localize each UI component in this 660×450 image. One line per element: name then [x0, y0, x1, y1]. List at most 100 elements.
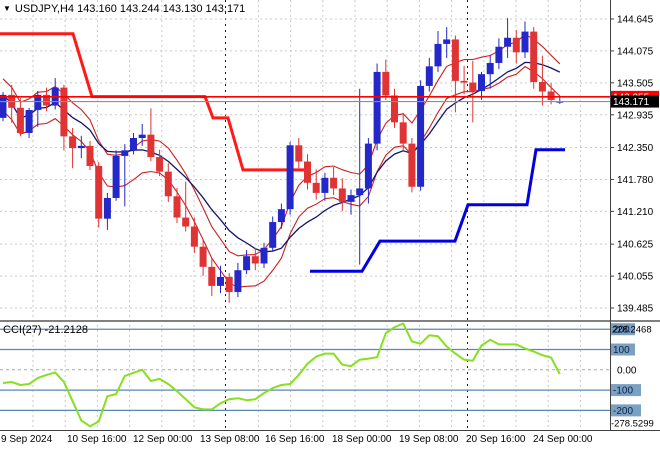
cci-line: [2, 322, 561, 428]
candle-up: [521, 31, 529, 53]
time-axis-label[interactable]: 13 Sep 08:00: [200, 434, 260, 445]
candle-down: [538, 82, 546, 92]
price-axis-label[interactable]: 140.625: [617, 240, 654, 251]
candle-up: [260, 247, 268, 264]
candle-down: [469, 82, 477, 91]
time-axis-label[interactable]: 19 Sep 08:00: [399, 434, 459, 445]
trend-down-step-line: [0, 32, 307, 172]
time-axis-label[interactable]: 24 Sep 00:00: [533, 434, 593, 445]
candle-up: [103, 197, 111, 219]
candle-up: [217, 276, 224, 286]
candle-up: [356, 188, 364, 196]
candle-up: [0, 94, 7, 118]
candle-down: [147, 134, 155, 158]
candle-up: [34, 94, 42, 111]
candle-down: [43, 94, 50, 106]
candle-down: [547, 91, 555, 100]
price-tag-current: [611, 95, 659, 108]
price-axis-label[interactable]: 144.075: [617, 46, 654, 57]
candle-down: [164, 171, 172, 197]
cci-zero-label: 0.00: [617, 365, 637, 376]
candle-up: [77, 145, 85, 149]
candle-down: [173, 196, 181, 218]
candle-up: [373, 71, 381, 144]
candle-up: [25, 110, 33, 133]
candle-down: [391, 95, 398, 123]
candle-down: [190, 226, 198, 247]
cci-level-label: -200: [613, 406, 633, 417]
candle-up: [495, 46, 503, 63]
time-axis-label[interactable]: 16 Sep 16:00: [265, 434, 325, 445]
price-axis-label[interactable]: 142.935: [617, 110, 654, 121]
candle-down: [95, 166, 103, 219]
candle-up: [130, 138, 137, 151]
price-axis-label[interactable]: 140.055: [617, 272, 654, 283]
candle-down: [382, 71, 390, 96]
price-axis-label[interactable]: 142.350: [617, 143, 654, 154]
candle-up: [243, 256, 251, 271]
candle-down: [295, 145, 303, 162]
candle-down: [312, 182, 320, 193]
candle-up: [347, 195, 355, 202]
price-axis-label[interactable]: 141.210: [617, 207, 654, 218]
candle-up: [286, 145, 294, 210]
candle-down: [512, 37, 520, 53]
candle-up: [121, 150, 129, 156]
candle-up: [504, 37, 512, 47]
candle-up: [443, 39, 451, 44]
candle-up: [138, 134, 146, 139]
candle-down: [338, 188, 346, 202]
candle-down: [251, 256, 259, 264]
price-axis-label[interactable]: 141.780: [617, 175, 654, 186]
candle-up: [417, 85, 425, 187]
cci-level-tag: [611, 323, 635, 336]
candle-down: [408, 143, 416, 187]
candle-down: [199, 246, 207, 267]
candle-up: [486, 62, 494, 75]
candle-up: [234, 270, 242, 293]
candle-up: [364, 143, 372, 189]
time-axis-label[interactable]: 18 Sep 00:00: [332, 434, 392, 445]
time-axis-label[interactable]: 10 Sep 16:00: [67, 434, 127, 445]
price-tag-current-label: 143.171: [613, 97, 650, 108]
candle-down: [304, 161, 311, 183]
cci-level-tag: [611, 404, 641, 417]
time-axis-label[interactable]: 9 Sep 2024: [1, 434, 53, 445]
candle-down: [330, 177, 338, 189]
candle-down: [225, 276, 233, 293]
time-axis-label[interactable]: 20 Sep 16:00: [466, 434, 526, 445]
candle-down: [60, 87, 68, 137]
candle-down: [451, 39, 459, 81]
candle-up: [269, 222, 277, 248]
symbol-ohlc-title: USDJPY,H4 143.160 143.244 143.130 143.17…: [14, 3, 246, 15]
candle-up: [434, 43, 442, 67]
price-axis-label[interactable]: 144.645: [617, 15, 654, 26]
price-axis-label[interactable]: 139.485: [617, 304, 654, 315]
symbol-dropdown-icon[interactable]: ▼: [3, 4, 11, 13]
envelope-lower-line: [2, 65, 561, 288]
candle-down: [156, 157, 164, 172]
candle-down: [460, 80, 468, 83]
candle-down: [530, 31, 538, 83]
candle-down: [69, 136, 77, 149]
candle-up: [425, 66, 433, 86]
time-axis-label[interactable]: 12 Sep 00:00: [133, 434, 193, 445]
cci-level-label: 200: [613, 325, 630, 336]
cci-max-label: 228.2468: [612, 325, 652, 336]
candle-up: [478, 74, 485, 91]
candle-down: [399, 122, 407, 144]
cci-level-label: -100: [613, 386, 633, 397]
cci-min-label: -278.5299: [611, 418, 654, 429]
candle-up: [321, 177, 329, 193]
candle-up: [277, 209, 285, 223]
chart-title-bar: ▼ USDJPY,H4 143.160 143.244 143.130 143.1…: [3, 3, 245, 15]
candle-up: [112, 155, 120, 198]
candle-down: [86, 145, 94, 167]
cci-level-tag: [611, 384, 641, 397]
cci-level-label: 100: [613, 345, 630, 356]
trend-up-step-line: [310, 148, 565, 273]
price-axis-label[interactable]: 143.505: [617, 78, 654, 89]
